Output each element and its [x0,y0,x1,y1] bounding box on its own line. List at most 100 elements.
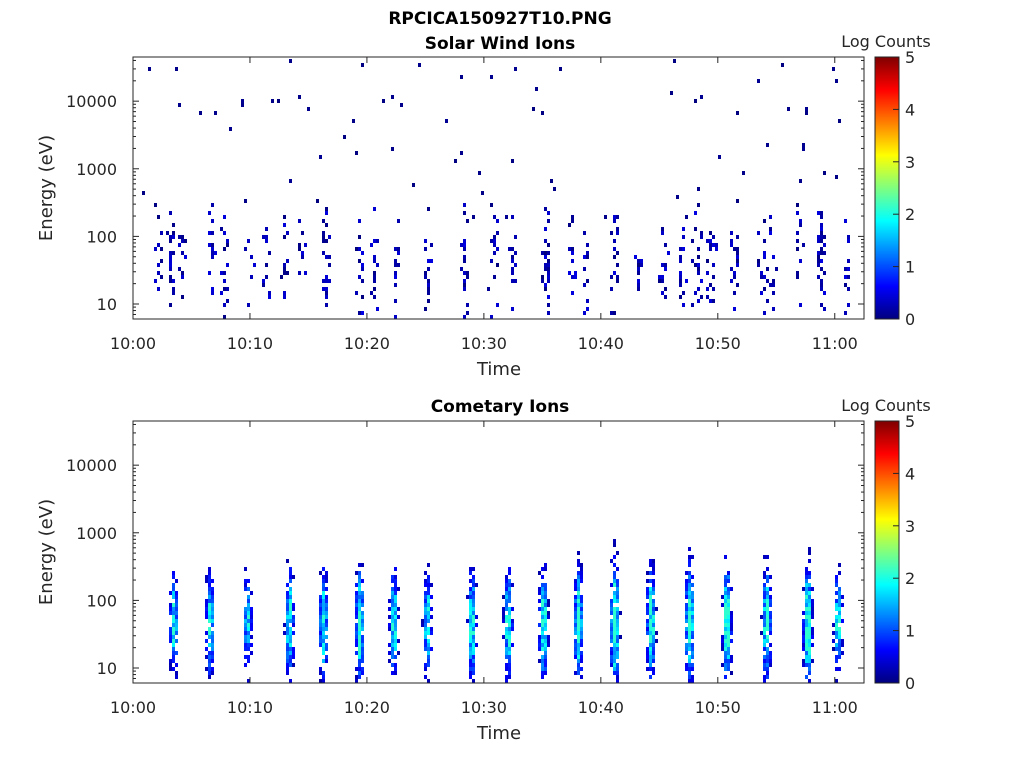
heatmap-cell [646,627,649,631]
heatmap-cell [808,671,811,675]
heatmap-cell [541,655,544,659]
heatmap-cell [763,631,766,635]
heatmap-cell [817,263,820,267]
heatmap-cell [697,247,700,251]
heatmap-cell [586,255,589,259]
heatmap-cell [805,631,808,635]
heatmap-cell [808,591,811,595]
heatmap-cell [544,251,547,255]
heatmap-cell [505,655,508,659]
heatmap-cell [679,271,682,275]
heatmap-cell [244,623,247,627]
heatmap-cell [820,227,823,231]
heatmap-cell [688,635,691,639]
heatmap-cell [838,619,841,623]
heatmap-cell [469,627,472,631]
heatmap-cell [727,631,730,635]
heatmap-cell [721,643,724,647]
heatmap-cell [463,315,466,319]
heatmap-cell [496,219,499,223]
heatmap-cell [544,567,547,571]
heatmap-cell [811,643,814,647]
heatmap-cell [835,599,838,603]
heatmap-cell [613,631,616,635]
heatmap-cell [766,595,769,599]
heatmap-cell [820,223,823,227]
heatmap-cell [358,643,361,647]
heatmap-cell [652,671,655,675]
heatmap-cell [373,207,376,211]
heatmap-cell [769,611,772,615]
heatmap-cell [481,191,484,195]
heatmap-cell [286,651,289,655]
heatmap-cell [505,643,508,647]
heatmap-cell [505,607,508,611]
heatmap-cell [763,607,766,611]
heatmap-cell [244,647,247,651]
heatmap-cell [286,615,289,619]
heatmap-cell [322,239,325,243]
heatmap-cell [763,287,766,291]
heatmap-cell [664,295,667,299]
heatmap-cell [244,567,247,571]
heatmap-cell [616,627,619,631]
x-tick-label: 10:40 [578,698,624,717]
heatmap-cell [802,611,805,615]
heatmap-cell [394,599,397,603]
heatmap-cell [808,619,811,623]
heatmap-cell [244,615,247,619]
heatmap-cell [427,643,430,647]
heatmap-cell [613,595,616,599]
heatmap-cell [772,255,775,259]
heatmap-cell [208,667,211,671]
heatmap-cell [394,663,397,667]
heatmap-cell [328,235,331,239]
heatmap-cell [277,99,280,103]
heatmap-cell [286,559,289,563]
heatmap-cell [838,615,841,619]
heatmap-cell [835,631,838,635]
heatmap-cell [544,227,547,231]
heatmap-cell [613,671,616,675]
heatmap-cell [760,275,763,279]
heatmap-cell [736,251,739,255]
heatmap-cell [220,291,223,295]
heatmap-cell [730,619,733,623]
heatmap-cell [373,275,376,279]
heatmap-cell [577,655,580,659]
heatmap-cell [250,651,253,655]
y-axis-label: Energy (eV) [36,499,57,605]
heatmap-cell [322,631,325,635]
heatmap-cell [319,599,322,603]
heatmap-cell [802,635,805,639]
heatmap-cell [169,251,172,255]
heatmap-cell [583,231,586,235]
heatmap-cell [397,651,400,655]
heatmap-cell [547,643,550,647]
heatmap-cell [469,607,472,611]
heatmap-cell [610,599,613,603]
heatmap-cell [175,671,178,675]
heatmap-cell [616,583,619,587]
x-tick-label: 10:00 [110,698,156,717]
heatmap-cell [649,631,652,635]
heatmap-cell [691,591,694,595]
heatmap-cell [616,671,619,675]
heatmap-cell [835,647,838,651]
heatmap-cell [574,271,577,275]
heatmap-cell [844,275,847,279]
heatmap-cell [811,627,814,631]
heatmap-cell [541,647,544,651]
heatmap-cell [808,659,811,663]
heatmap-cell [616,639,619,643]
heatmap-cell [247,579,250,583]
heatmap-cell [307,107,310,111]
heatmap-cell [691,619,694,623]
heatmap-cell [649,579,652,583]
heatmap-cell [697,299,700,303]
heatmap-cell [733,271,736,275]
heatmap-cell [472,579,475,583]
heatmap-cell [802,147,805,151]
heatmap-cell [511,279,514,283]
heatmap-cell [541,595,544,599]
